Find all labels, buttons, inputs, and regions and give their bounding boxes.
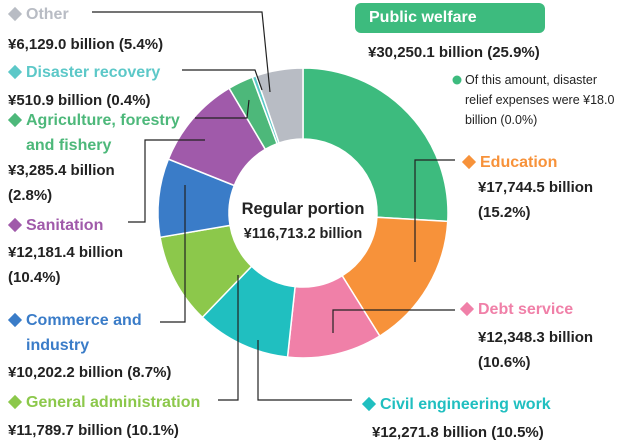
legend-label: Agriculture, forestry and fishery bbox=[26, 112, 180, 154]
leader-line bbox=[160, 185, 186, 323]
leader-line bbox=[92, 11, 271, 93]
legend-marker bbox=[7, 217, 23, 233]
value-label: ¥12,348.3 billion (10.6%) bbox=[478, 329, 594, 371]
leader-line bbox=[195, 99, 250, 119]
leader-line bbox=[218, 275, 239, 401]
value-label: ¥3,285.4 billion (2.8%) bbox=[8, 162, 115, 204]
annotation: Of this amount, disaster relief expenses… bbox=[465, 73, 615, 127]
value-label: ¥6,129.0 billion (5.4%) bbox=[8, 36, 164, 53]
legend-marker bbox=[7, 312, 23, 328]
center-text: ¥116,713.2 billion bbox=[243, 226, 363, 242]
value-label: ¥30,250.1 billion (25.9%) bbox=[368, 44, 540, 61]
leader-line bbox=[182, 69, 263, 91]
value-label: ¥12,181.4 billion (10.4%) bbox=[8, 244, 124, 286]
leader-line bbox=[414, 159, 455, 262]
value-label: ¥10,202.2 billion (8.7%) bbox=[8, 364, 172, 381]
value-label: ¥11,789.7 billion (10.1%) bbox=[8, 422, 179, 439]
legend-label: Education bbox=[480, 154, 558, 171]
legend-label: Civil engineering work bbox=[380, 396, 551, 413]
value-label: ¥17,744.5 billion (15.2%) bbox=[478, 179, 594, 221]
leader-line bbox=[257, 340, 352, 401]
value-label: ¥12,271.8 billion (10.5%) bbox=[372, 424, 544, 441]
leader-line bbox=[128, 139, 205, 223]
legend-label: Public welfare bbox=[355, 3, 545, 33]
legend-marker bbox=[7, 394, 23, 410]
note-dot bbox=[452, 75, 462, 85]
legend-marker bbox=[361, 396, 377, 412]
legend-marker bbox=[7, 112, 23, 128]
legend-marker bbox=[7, 64, 23, 80]
legend-label: Debt service bbox=[478, 301, 574, 318]
legend-marker bbox=[459, 301, 475, 317]
legend-label: Disaster recovery bbox=[26, 64, 161, 81]
donut-slice bbox=[302, 67, 449, 223]
donut-slice bbox=[255, 67, 304, 144]
center-title: Regular portion bbox=[241, 200, 365, 218]
legend-label: Sanitation bbox=[26, 217, 104, 234]
legend-marker bbox=[7, 6, 23, 22]
legend-label: Commerce and industry bbox=[26, 312, 142, 354]
value-label: ¥510.9 billion (0.4%) bbox=[8, 92, 151, 109]
legend-label: General administration bbox=[26, 394, 201, 411]
legend-label: Other bbox=[26, 6, 69, 23]
legend-marker bbox=[461, 154, 477, 170]
leader-line bbox=[332, 309, 455, 333]
